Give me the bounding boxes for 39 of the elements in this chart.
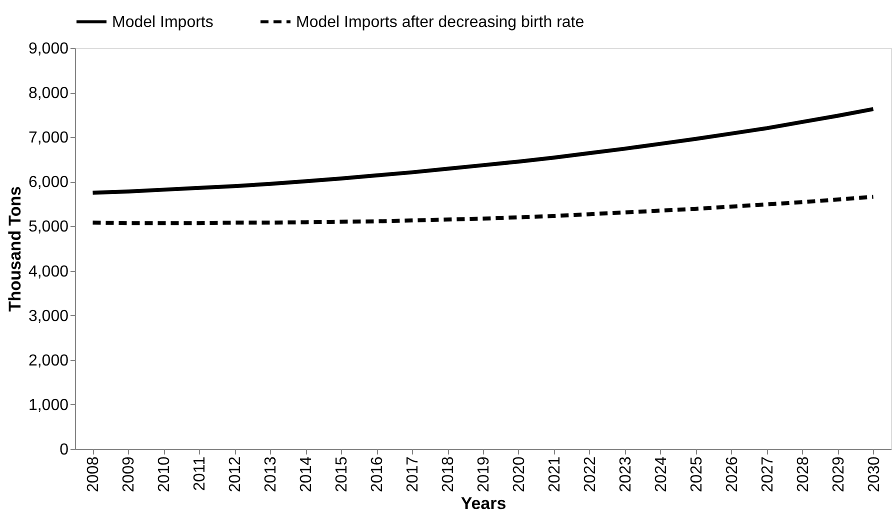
y-tick-label: 9,000 bbox=[28, 40, 69, 58]
x-tick-label: 2015 bbox=[334, 456, 351, 492]
line-series bbox=[90, 194, 876, 226]
y-axis-title: Thousand Tons bbox=[5, 186, 24, 312]
x-tick-label: 2016 bbox=[369, 456, 386, 492]
x-tick-label: 2029 bbox=[830, 456, 848, 492]
x-tick-label: 2020 bbox=[510, 456, 528, 492]
x-tick-label: 2026 bbox=[724, 456, 741, 492]
x-tick-label: 2024 bbox=[652, 456, 670, 492]
x-tick-label: 2021 bbox=[546, 456, 564, 492]
x-tick-label: 2022 bbox=[582, 456, 599, 492]
x-axis-title: Years bbox=[460, 494, 506, 514]
x-tick-label: 2013 bbox=[262, 456, 280, 492]
x-tick-label: 2023 bbox=[617, 456, 634, 492]
x-tick-label: 2019 bbox=[476, 456, 492, 492]
x-tick-label: 2008 bbox=[85, 456, 102, 492]
x-tick-label: 2027 bbox=[759, 456, 776, 492]
y-tick-label: 2,000 bbox=[28, 352, 69, 370]
y-tick-label: 8,000 bbox=[28, 85, 69, 102]
x-tick-label: 2011 bbox=[192, 456, 209, 491]
line-series bbox=[90, 107, 876, 195]
y-tick-label: 0 bbox=[60, 442, 69, 458]
x-tick-label: 2025 bbox=[688, 456, 706, 492]
y-tick-label: 3,000 bbox=[28, 308, 69, 325]
legend-label: Model Imports after decreasing birth rate bbox=[296, 14, 584, 31]
x-tick-label: 2014 bbox=[298, 456, 316, 492]
y-tick-label: 6,000 bbox=[28, 174, 69, 192]
x-tick-label: 2009 bbox=[120, 456, 138, 492]
x-tick-label: 2017 bbox=[404, 456, 422, 492]
y-tick-label: 4,000 bbox=[28, 263, 69, 280]
y-tick-label: 5,000 bbox=[28, 218, 69, 236]
x-tick-label: 2010 bbox=[156, 456, 174, 492]
x-tick-label: 2030 bbox=[866, 456, 883, 492]
y-tick-label: 1,000 bbox=[28, 396, 69, 414]
legend-label: Model Imports bbox=[112, 14, 214, 31]
y-tick-label: 7,000 bbox=[28, 130, 69, 147]
x-tick-label: 2018 bbox=[440, 456, 458, 492]
x-tick-label: 2028 bbox=[794, 456, 812, 492]
x-tick-label: 2012 bbox=[227, 456, 244, 492]
